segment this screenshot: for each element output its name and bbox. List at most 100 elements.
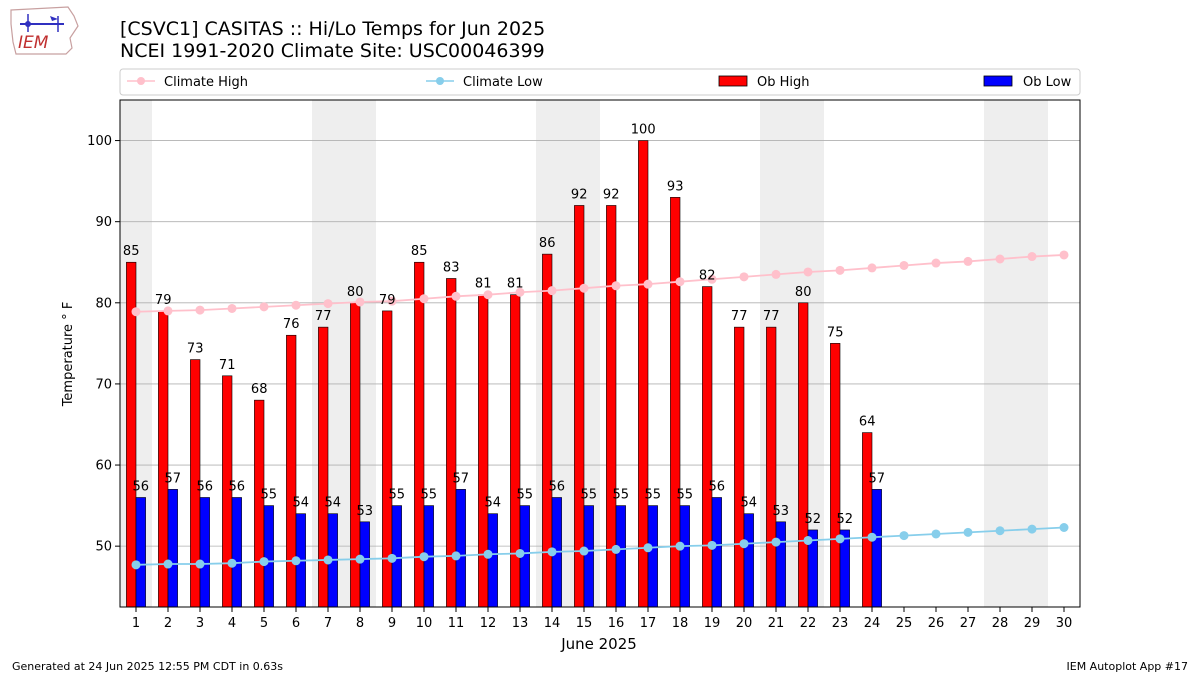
ob-low-label-day-17: 55 (645, 488, 662, 503)
ob-low-label-day-22: 52 (805, 512, 822, 527)
ob-low-bar-day-15 (583, 505, 594, 608)
ob-low-label-day-11: 57 (453, 471, 470, 486)
x-tick-label-12: 12 (480, 616, 497, 631)
x-tick-label-23: 23 (832, 616, 849, 631)
climate-low-point-day-13 (515, 548, 525, 558)
climate-low-point-day-25 (899, 531, 909, 541)
climate-low-point-day-12 (483, 549, 493, 559)
climate-low-point-day-23 (835, 534, 845, 544)
climate-low-point-day-14 (547, 547, 557, 557)
ob-low-label-day-7: 54 (325, 496, 342, 511)
ob-low-bar-day-5 (263, 505, 274, 608)
ob-high-label-day-1: 85 (123, 244, 140, 259)
climate-low-point-day-2 (163, 559, 173, 569)
ob-high-label-day-8: 80 (347, 285, 364, 300)
climate-high-point-day-14 (547, 286, 557, 296)
climate-low-point-day-22 (803, 535, 813, 545)
legend-ob-high-label: Ob High (757, 75, 810, 90)
legend-ob-low-label: Ob Low (1023, 75, 1072, 90)
climate-high-point-day-26 (931, 258, 941, 268)
ob-low-bar-day-17 (647, 505, 658, 608)
ob-low-label-day-10: 55 (421, 488, 438, 503)
climate-low-point-day-21 (771, 537, 781, 547)
ob-high-label-day-18: 93 (667, 179, 684, 194)
x-axis-label: June 2025 (560, 635, 637, 653)
ob-low-label-day-20: 54 (741, 496, 758, 511)
x-tick-label-4: 4 (228, 616, 236, 631)
climate-low-point-day-1 (131, 560, 141, 570)
ob-low-bar-day-2 (167, 489, 178, 608)
ob-high-label-day-15: 92 (571, 187, 588, 202)
climate-high-point-day-19 (707, 274, 717, 284)
y-tick-label-80: 80 (95, 296, 112, 311)
x-tick-label-27: 27 (960, 616, 977, 631)
ob-high-bar-day-17 (638, 140, 649, 608)
ob-high-bar-day-24 (862, 432, 873, 608)
ob-high-label-day-9: 79 (379, 293, 396, 308)
ob-low-bar-day-16 (615, 505, 626, 608)
climate-low-line (135, 526, 1065, 566)
ob-low-bar-day-8 (359, 521, 370, 608)
climate-high-point-day-2 (163, 306, 173, 316)
x-tick-label-17: 17 (640, 616, 657, 631)
climate-low-point-day-15 (579, 546, 589, 556)
legend-climate-high-marker (137, 77, 145, 85)
climate-high-point-day-9 (387, 296, 397, 306)
ob-low-bar-day-19 (711, 497, 722, 608)
x-tick-label-15: 15 (576, 616, 593, 631)
ob-low-label-day-5: 55 (261, 488, 278, 503)
climate-lines (131, 250, 1069, 570)
ob-low-label-day-13: 55 (517, 488, 534, 503)
climate-low-point-day-7 (323, 555, 333, 565)
legend-ob-high-swatch (718, 75, 748, 87)
legend-ob-low-swatch (983, 75, 1013, 87)
ob-high-label-day-11: 83 (443, 260, 460, 275)
ob-low-label-day-23: 52 (837, 512, 854, 527)
x-tick-label-18: 18 (672, 616, 689, 631)
ob-high-label-day-6: 76 (283, 317, 300, 332)
ob-high-label-day-22: 80 (795, 285, 812, 300)
ob-high-bar-day-5 (254, 399, 265, 608)
x-tick-label-10: 10 (416, 616, 433, 631)
y-tick-label-60: 60 (95, 459, 112, 474)
ob-high-label-day-16: 92 (603, 187, 620, 202)
climate-high-point-day-30 (1059, 250, 1069, 260)
ob-high-label-day-10: 85 (411, 244, 428, 259)
climate-low-point-day-16 (611, 544, 621, 554)
x-tick-label-16: 16 (608, 616, 625, 631)
ob-low-label-day-21: 53 (773, 504, 790, 519)
climate-low-point-day-10 (419, 552, 429, 562)
climate-high-point-day-17 (643, 279, 653, 289)
ob-low-label-day-15: 55 (581, 488, 598, 503)
climate-high-line (135, 254, 1065, 313)
climate-high-point-day-10 (419, 294, 429, 304)
climate-low-point-day-28 (995, 526, 1005, 536)
ob-high-label-day-23: 75 (827, 325, 844, 340)
ob-high-bar-day-6 (286, 334, 297, 608)
ob-low-bar-day-20 (743, 513, 754, 608)
x-tick-label-28: 28 (992, 616, 1009, 631)
ob-low-label-day-6: 54 (293, 496, 310, 511)
iem-logo: IEM (8, 4, 82, 62)
ob-high-label-day-14: 86 (539, 236, 556, 251)
ob-high-bar-day-12 (478, 294, 489, 608)
ob-high-bar-day-20 (734, 326, 745, 608)
x-tick-label-14: 14 (544, 616, 561, 631)
weekend-shade-day-28 (984, 100, 1016, 607)
ob-high-bar-day-7 (318, 326, 329, 608)
ob-low-label-day-9: 55 (389, 488, 406, 503)
y-tick-label-90: 90 (95, 215, 112, 230)
climate-high-point-day-7 (323, 299, 333, 309)
ob-high-bar-day-19 (702, 286, 713, 608)
x-tick-label-25: 25 (896, 616, 913, 631)
gridlines (120, 140, 1080, 547)
ob-low-bar-day-11 (455, 489, 466, 608)
x-tick-label-8: 8 (356, 616, 364, 631)
legend-climate-low-label: Climate Low (463, 75, 543, 90)
x-tick-label-3: 3 (196, 616, 204, 631)
logo-text: IEM (18, 33, 49, 53)
ob-low-label-day-4: 56 (229, 479, 246, 494)
climate-high-point-day-15 (579, 283, 589, 293)
